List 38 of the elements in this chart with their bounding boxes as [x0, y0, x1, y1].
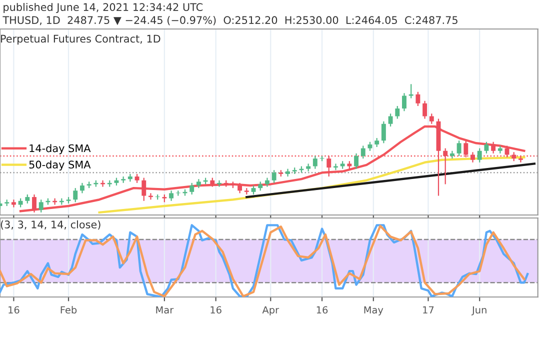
candlestick — [388, 113, 393, 128]
candlestick — [169, 190, 174, 202]
candlestick — [360, 145, 366, 160]
candlestick — [395, 105, 400, 120]
candlestick — [456, 140, 462, 157]
x-tick-label: 16 — [8, 306, 20, 314]
candlestick — [477, 148, 482, 163]
candlestick — [416, 91, 420, 107]
chart-title: published June 14, 2021 12:34:42 UTC — [4, 2, 203, 14]
candlestick — [190, 182, 194, 196]
candlestick — [470, 152, 475, 163]
x-tick-label: Jun — [472, 306, 486, 316]
text: Perpetual Futures Contract, 1D — [1, 34, 160, 45]
legend-label: 50-day SMA — [29, 160, 91, 171]
x-tick-label: Apr — [262, 306, 280, 316]
annotation: (3, 3, 14, 14, close) — [0, 220, 100, 230]
chart-subtitle: THUSD, 1D 2487.75 ▼ −24.45 (−0.97%) O:2512.20 H:2530.00 L:2464.05 C:2487.75 — [2, 16, 458, 26]
x-tick-label: May — [364, 306, 384, 316]
x-tick-label: 17 — [423, 306, 434, 314]
candlestick — [238, 182, 242, 194]
legend-label: 14-day SMA — [30, 144, 91, 154]
x-tick-label: Feb — [60, 306, 77, 314]
candlestick — [354, 152, 359, 170]
x-tick-label: Mar — [156, 306, 174, 314]
candlestick — [484, 141, 489, 154]
candlestick — [491, 141, 496, 154]
x-tick-label: 16 — [210, 306, 222, 314]
candlestick — [312, 155, 318, 170]
x-tick-label: 16 — [316, 306, 328, 314]
candlestick — [142, 177, 146, 202]
candlestick — [73, 188, 78, 203]
candlestick — [272, 170, 276, 184]
candlestick — [422, 100, 428, 120]
candlestick — [402, 92, 406, 112]
candlestick — [11, 199, 16, 208]
candlestick — [80, 182, 84, 194]
candlestick — [38, 199, 44, 213]
candlestick — [381, 120, 386, 144]
